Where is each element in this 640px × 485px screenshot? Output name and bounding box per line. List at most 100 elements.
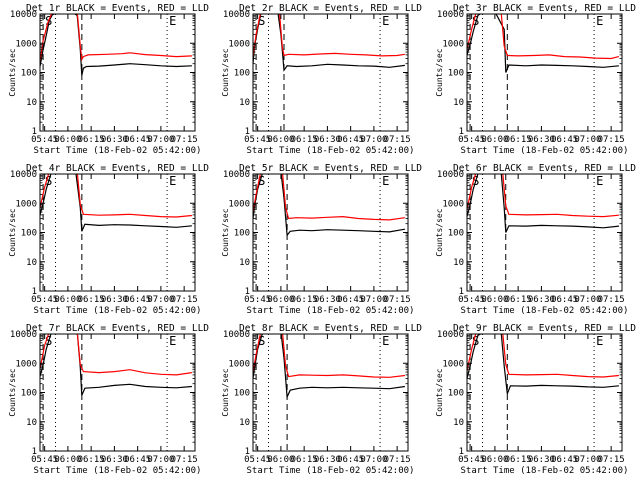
x-axis-label: Start Time (18-Feb-02 05:42:00) [461,466,629,476]
x-tick-label: 06:00 [481,455,508,465]
plot-frame [252,13,409,132]
y-tick-label: 1000 [228,199,250,209]
x-axis-label: Start Time (18-Feb-02 05:42:00) [247,146,415,156]
x-tick-label: 07:15 [171,135,198,145]
y-tick-label: 10 [453,98,464,108]
series-group [253,14,405,72]
y-tick-label: 10000 [223,170,250,180]
y-tick-label: 100 [448,229,464,239]
lld-series-line [253,174,405,221]
chart-title: Det 7r BLACK = Events, RED = LLD [26,323,209,334]
x-tick-label: 06:45 [124,135,151,145]
x-tick-label: 05:45 [458,135,485,145]
y-tick-label: 100 [21,389,37,399]
series-group [40,334,192,396]
y-tick-label: 100 [21,229,37,239]
y-tick-label: 10 [26,98,37,108]
y-tick-label: 1000 [15,39,37,49]
y-tick-label: 100 [234,229,250,239]
x-tick-label: 06:00 [267,455,294,465]
chart-title: Det 9r BLACK = Events, RED = LLD [453,323,636,334]
x-tick-label: 05:45 [31,455,58,465]
chart-title: Det 2r BLACK = Events, RED = LLD [239,3,422,14]
x-axis-label: Start Time (18-Feb-02 05:42:00) [34,146,202,156]
y-axis-label: Counts/sec [435,208,444,256]
y-tick-label: 1000 [228,39,250,49]
chart-panel-5: S E 1 10 100 1000 10000 05:4506:0006:1506:3006:… [221,163,422,316]
x-tick-label: 06:00 [481,135,508,145]
events-series-line [467,14,619,73]
y-tick-label: 100 [448,69,464,79]
x-tick-label: 07:15 [598,135,625,145]
x-tick-label: 07:15 [171,295,198,305]
y-tick-label: 1000 [15,359,37,369]
y-axis-label: Counts/sec [8,208,17,256]
x-tick-label: 05:45 [31,295,58,305]
chart-panel-4: S E11010010001000005:4506:0006:1506:3006:… [8,163,209,316]
x-tick-label: 07:15 [598,455,625,465]
series-group [253,334,405,400]
chart-title: Det 4r BLACK = Events, RED = LLD [26,163,209,174]
series-group [467,334,619,395]
x-tick-label: 05:45 [244,455,271,465]
chart-title: Det 6r BLACK = Events, RED = LLD [453,163,636,174]
y-tick-label: 10 [239,98,250,108]
x-tick-label: 06:45 [337,455,364,465]
event-marker-label: E [596,14,603,28]
chart-title: Det 8r BLACK = Events, RED = LLD [239,323,422,334]
y-tick-label: 1 [245,287,250,297]
event-marker-label: E [596,174,603,188]
y-tick-label: 10000 [437,10,464,20]
x-tick-label: 06:30 [314,295,341,305]
x-tick-label: 07:00 [147,455,174,465]
events-series-line [467,174,619,233]
x-tick-label: 06:00 [267,295,294,305]
y-tick-label: 10000 [10,10,37,20]
x-tick-label: 06:00 [54,455,81,465]
chart-title: Det 1r BLACK = Events, RED = LLD [26,3,209,14]
event-marker-label: E [382,334,389,348]
x-tick-label: 06:45 [337,295,364,305]
y-axis-label: Counts/sec [8,48,17,96]
y-tick-label: 1 [32,127,37,137]
event-marker-label: E [382,174,389,188]
events-series-line [253,334,405,400]
x-tick-label: 06:45 [124,295,151,305]
x-tick-label: 06:00 [267,135,294,145]
lld-series-line [40,334,192,376]
y-tick-label: 100 [234,389,250,399]
chart-title: Det 5r BLACK = Events, RED = LLD [239,163,422,174]
y-axis-label: Counts/sec [435,368,444,416]
lld-series-line [40,14,192,62]
x-tick-label: 07:00 [360,295,387,305]
y-tick-label: 10 [453,418,464,428]
lld-series-line [467,14,620,60]
x-tick-label: 05:45 [458,455,485,465]
y-tick-label: 1000 [442,359,464,369]
x-axis-label: Start Time (18-Feb-02 05:42:00) [34,306,202,316]
x-tick-label: 06:15 [291,135,318,145]
chart-panel-7: S E11010010001000005:4506:0006:1506:3006:… [8,323,209,476]
lld-series-line [253,14,405,57]
chart-panel-3: S E11010010001000005:4506:0006:1506:3006:… [435,3,636,156]
x-tick-label: 06:15 [291,295,318,305]
x-tick-label: 06:45 [551,295,578,305]
y-axis-label: Counts/sec [221,208,230,256]
x-tick-label: 06:30 [314,455,341,465]
plot-frame [252,173,409,292]
x-tick-label: 07:15 [384,455,411,465]
plot-frame [39,13,196,132]
events-series-line [40,334,192,396]
series-group [40,174,192,232]
y-tick-label: 1 [32,447,37,457]
y-tick-label: 1000 [442,199,464,209]
y-tick-label: 100 [448,389,464,399]
x-tick-label: 06:00 [481,295,508,305]
x-tick-label: 07:15 [384,295,411,305]
chart-title: Det 3r BLACK = Events, RED = LLD [453,3,636,14]
x-tick-label: 07:15 [598,295,625,305]
y-tick-label: 10 [239,418,250,428]
y-tick-label: 1 [459,127,464,137]
y-tick-label: 10000 [437,170,464,180]
